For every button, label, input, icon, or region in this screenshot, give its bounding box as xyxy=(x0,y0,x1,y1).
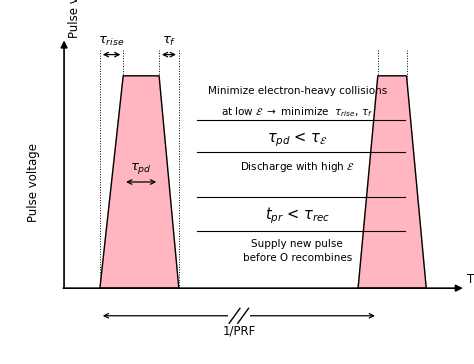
Text: Pulse voltage: Pulse voltage xyxy=(27,142,40,222)
Text: Discharge with high $\mathcal{E}$: Discharge with high $\mathcal{E}$ xyxy=(240,160,355,174)
Polygon shape xyxy=(100,76,179,288)
Polygon shape xyxy=(358,76,426,288)
Text: $\tau_{f}$: $\tau_{f}$ xyxy=(162,35,176,48)
Text: Time: Time xyxy=(467,273,474,286)
Text: $\tau_{rise}$: $\tau_{rise}$ xyxy=(98,35,125,48)
Text: at low $\mathcal{E}$ $\rightarrow$ minimize  $\tau_{rise}$, $\tau_f$: at low $\mathcal{E}$ $\rightarrow$ minim… xyxy=(221,105,373,119)
Text: Minimize electron-heavy collisions: Minimize electron-heavy collisions xyxy=(208,86,387,96)
Text: $\tau_{pd}$ < $\tau_\mathcal{E}$: $\tau_{pd}$ < $\tau_\mathcal{E}$ xyxy=(267,130,328,149)
Text: $t_{pr}$ < $\tau_{rec}$: $t_{pr}$ < $\tau_{rec}$ xyxy=(264,206,330,226)
Text: $\tau_{pd}$: $\tau_{pd}$ xyxy=(130,161,152,176)
Text: Supply new pulse
before O recombines: Supply new pulse before O recombines xyxy=(243,239,352,263)
Text: 1/PRF: 1/PRF xyxy=(222,324,255,337)
FancyBboxPatch shape xyxy=(228,307,250,324)
Text: Pulse voltage: Pulse voltage xyxy=(68,0,81,37)
